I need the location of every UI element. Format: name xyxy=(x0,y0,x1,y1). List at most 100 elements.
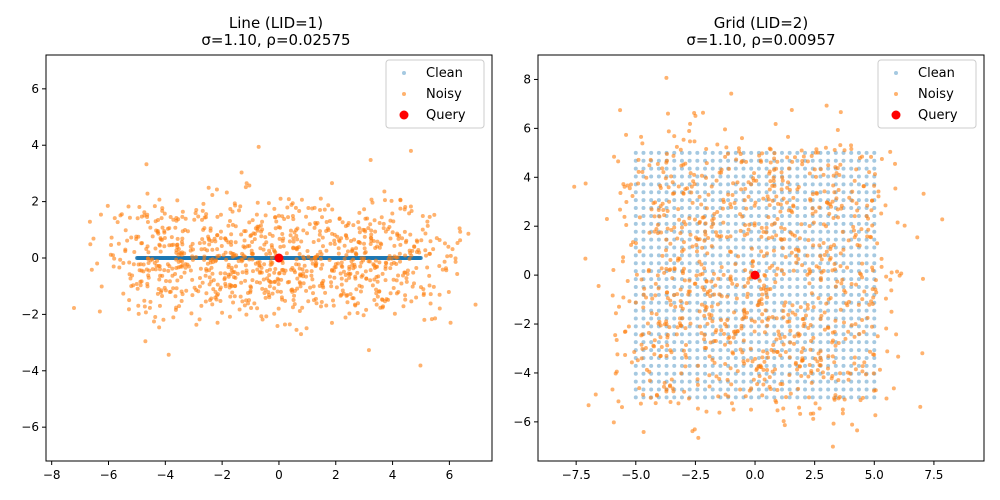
noisy-point xyxy=(879,156,884,161)
noisy-point xyxy=(703,229,708,234)
noisy-point xyxy=(772,183,777,188)
noisy-point xyxy=(853,322,858,327)
noisy-point xyxy=(797,236,802,241)
noisy-point xyxy=(681,247,686,252)
noisy-point xyxy=(423,253,428,258)
clean-point xyxy=(159,256,164,260)
clean-point xyxy=(633,316,638,321)
clean-point xyxy=(787,277,792,282)
noisy-point xyxy=(446,290,451,295)
noisy-point xyxy=(374,287,379,292)
noisy-point xyxy=(157,243,162,248)
clean-point xyxy=(687,198,692,203)
clean-point xyxy=(157,256,162,260)
noisy-point xyxy=(299,332,304,337)
noisy-point xyxy=(622,329,627,334)
clean-point xyxy=(162,256,167,260)
clean-point xyxy=(856,284,861,289)
clean-point xyxy=(185,256,190,260)
noisy-point xyxy=(830,354,835,359)
noisy-point xyxy=(830,199,835,204)
noisy-point xyxy=(260,317,265,322)
clean-point xyxy=(872,190,877,195)
clean-point xyxy=(264,256,269,260)
noisy-point xyxy=(660,201,665,206)
noisy-point xyxy=(869,154,874,159)
noisy-point xyxy=(190,257,195,262)
noisy-point xyxy=(328,241,333,246)
noisy-point xyxy=(161,317,166,322)
clean-point xyxy=(334,256,339,260)
clean-point xyxy=(779,190,784,195)
noisy-point xyxy=(636,181,641,186)
clean-point xyxy=(381,256,386,260)
noisy-point xyxy=(330,268,335,273)
clean-point xyxy=(695,174,700,179)
clean-point xyxy=(264,256,269,260)
noisy-point xyxy=(827,211,832,216)
clean-point xyxy=(264,256,269,260)
noisy-point xyxy=(710,218,715,223)
clean-point xyxy=(779,387,784,392)
noisy-point xyxy=(786,134,791,139)
noisy-point xyxy=(217,253,222,258)
clean-point xyxy=(803,371,808,376)
noisy-point xyxy=(240,299,245,304)
clean-point xyxy=(290,256,295,260)
clean-point xyxy=(826,292,831,297)
noisy-point xyxy=(263,287,268,292)
noisy-point xyxy=(637,249,642,254)
noisy-point xyxy=(228,250,233,255)
noisy-point xyxy=(277,271,282,276)
clean-point xyxy=(356,256,361,260)
clean-point xyxy=(703,198,708,203)
clean-point xyxy=(169,256,174,260)
clean-point xyxy=(262,256,267,260)
noisy-point xyxy=(156,231,161,236)
noisy-point xyxy=(448,320,453,325)
clean-point xyxy=(764,300,769,305)
noisy-point xyxy=(379,215,384,220)
clean-point xyxy=(849,387,854,392)
clean-point xyxy=(803,379,808,384)
clean-point xyxy=(641,269,646,274)
noisy-point xyxy=(676,256,681,261)
clean-point xyxy=(872,308,877,313)
clean-point xyxy=(726,261,731,266)
clean-point xyxy=(756,348,761,353)
clean-point xyxy=(779,213,784,218)
noisy-point xyxy=(687,128,692,133)
clean-point xyxy=(656,190,661,195)
noisy-point xyxy=(815,359,820,364)
noisy-point xyxy=(336,246,341,251)
noisy-point xyxy=(713,283,718,288)
noisy-point xyxy=(121,260,126,265)
clean-point xyxy=(322,256,327,260)
clean-point xyxy=(633,324,638,329)
clean-point xyxy=(849,395,854,400)
clean-point xyxy=(841,363,846,368)
noisy-point xyxy=(250,240,255,245)
noisy-point xyxy=(869,235,874,240)
noisy-point xyxy=(774,316,779,321)
clean-point xyxy=(414,256,419,260)
clean-point xyxy=(198,256,203,260)
noisy-point xyxy=(180,209,185,214)
clean-point xyxy=(726,245,731,250)
clean-point xyxy=(779,261,784,266)
noisy-point xyxy=(833,318,838,323)
noisy-point xyxy=(340,220,345,225)
clean-point xyxy=(787,150,792,155)
clean-point xyxy=(142,256,147,260)
clean-point xyxy=(733,174,738,179)
clean-point xyxy=(856,316,861,321)
clean-point xyxy=(795,316,800,321)
noisy-point xyxy=(177,250,182,255)
noisy-point xyxy=(121,291,126,296)
clean-point xyxy=(641,253,646,258)
noisy-point xyxy=(799,148,804,153)
clean-point xyxy=(849,221,854,226)
clean-point xyxy=(695,292,700,297)
clean-point xyxy=(795,229,800,234)
